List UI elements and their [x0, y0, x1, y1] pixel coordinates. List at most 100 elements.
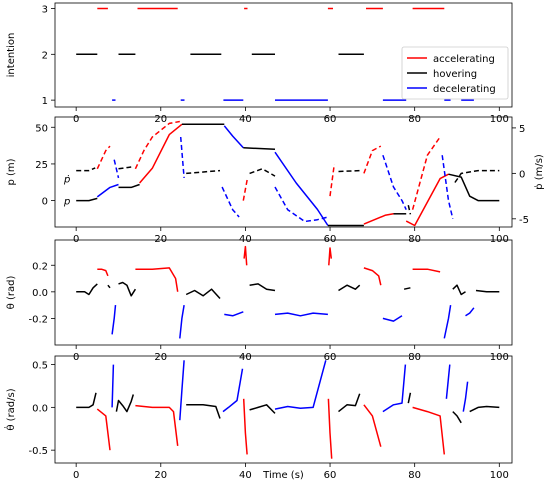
x-tick-label: 80 [408, 234, 421, 245]
series-segment-accelerating [135, 267, 179, 292]
x-axis-label: Time (s) [262, 470, 304, 481]
x-tick-label: 60 [324, 352, 337, 363]
series-segment-accelerating [96, 145, 111, 170]
y-tick-label: 25 [35, 160, 48, 171]
series-segment-accelerating [412, 268, 441, 273]
x-tick-label: 80 [408, 352, 421, 363]
series-segment-accelerating [405, 173, 449, 227]
series-segment-hovering [469, 405, 500, 413]
panel-1: 0 20 40 60 80 100 1 2 3 intention accelerating hove… [6, 2, 513, 125]
x-tick-label: 100 [490, 352, 509, 363]
x-tick-label: 60 [324, 114, 337, 125]
x-tick-label: 40 [239, 352, 252, 363]
x-tick-label: 20 [154, 114, 167, 125]
series-segment-decelerating [443, 304, 452, 339]
x-tick-label: 0 [73, 470, 79, 481]
y2-tick-label: 0 [519, 169, 525, 180]
series-segment-hovering [249, 168, 276, 177]
x-tick-label: 80 [408, 114, 421, 125]
series-segment-accelerating [135, 404, 179, 446]
x-tick-label: 100 [490, 234, 509, 245]
series-segment-accelerating [327, 398, 333, 459]
series-segment-decelerating [222, 368, 244, 413]
series-segment-decelerating [382, 315, 403, 322]
panel-4: 0 20 40 60 80 100 -0.5 0.0 0.5 θ̇ (rad/s) Time (s) [3, 355, 513, 481]
series-segment-hovering [338, 169, 360, 173]
series-segment-accelerating [412, 406, 446, 455]
series-segment-hovering [249, 283, 276, 292]
series-segment-hovering [185, 288, 221, 300]
x-tick-label: 20 [154, 352, 167, 363]
y-axis-label: θ̇ (rad/s) [3, 388, 17, 430]
y-tick-label: -0.5 [28, 446, 48, 457]
series-segment-hovering [186, 404, 221, 419]
panel-2: -5 0 5 ṗ (m/s) ṗp 0 20 40 60 80 100 0 25 50 p (m) [6, 116, 545, 245]
y2-axis-label: ṗ (m/s) [534, 154, 545, 190]
series-segment-hovering [452, 284, 466, 296]
y-tick-label: 0.0 [32, 288, 48, 299]
legend-label-decelerating: decelerating [433, 84, 496, 95]
series-segment-hovering [118, 281, 137, 297]
y2-tick-label: -5 [519, 215, 529, 226]
series-segment-hovering [407, 392, 412, 404]
series-segment-hovering [76, 392, 97, 409]
plot-frame [54, 239, 513, 346]
series-segment-decelerating [382, 154, 407, 211]
series-segment-hovering [452, 411, 462, 424]
series-segment-hovering [115, 394, 135, 413]
series-segment-hovering [186, 169, 221, 175]
series-segment-decelerating [113, 159, 120, 179]
series-segment-decelerating [111, 364, 115, 408]
series-segment-accelerating [242, 177, 249, 201]
series-segment-hovering [407, 205, 412, 215]
series-segment-decelerating [441, 155, 454, 219]
series-segment-decelerating [274, 186, 329, 223]
y-axis-label: p (m) [6, 158, 17, 185]
x-tick-label: 0 [73, 114, 79, 125]
x-tick-label: 60 [324, 234, 337, 245]
y-tick-label: 0.2 [32, 261, 48, 272]
series-segment-decelerating [274, 151, 329, 226]
y-tick-label: 50 [35, 123, 48, 134]
x-tick-label: 60 [324, 470, 337, 481]
legend-box [401, 46, 509, 100]
series-segment-hovering [76, 197, 98, 202]
annotation-pdot: ṗ [63, 175, 70, 186]
series-segment-hovering [76, 283, 98, 296]
y-tick-label: 0.0 [32, 403, 48, 414]
y-tick-label: 1 [42, 96, 48, 107]
series-segment-decelerating [179, 360, 185, 421]
series-segment-hovering [118, 183, 140, 189]
y-tick-label: 0 [42, 197, 48, 208]
series-segment-accelerating [363, 404, 382, 447]
y-axis-label: θ (rad) [6, 276, 17, 310]
series-segment-hovering [338, 393, 361, 413]
series-segment-hovering [243, 147, 276, 151]
series-segment-hovering [475, 289, 500, 293]
series-segment-decelerating [223, 125, 244, 149]
y-axis-label: intention [6, 33, 17, 78]
series-segment-accelerating [134, 120, 180, 170]
x-tick-label: 80 [408, 470, 421, 481]
series-segment-decelerating [179, 136, 185, 178]
legend-label-accelerating: accelerating [433, 54, 495, 65]
x-tick-label: 40 [239, 114, 252, 125]
x-tick-label: 20 [154, 234, 167, 245]
y2-tick-label: 5 [519, 124, 525, 135]
y-tick-label: 2 [42, 50, 48, 61]
series-segment-accelerating [329, 164, 336, 197]
series-segment-decelerating [462, 381, 469, 412]
series-segment-hovering [76, 167, 96, 172]
series-segment-accelerating [411, 136, 441, 210]
y-tick-label: -0.2 [28, 314, 48, 325]
series-segment-decelerating [96, 183, 119, 198]
plot-frame [54, 2, 513, 108]
annotation-p: p [63, 197, 70, 208]
series-segment-decelerating [465, 307, 475, 317]
series-segment-decelerating [111, 305, 117, 335]
series-segment-accelerating [139, 123, 183, 184]
x-tick-label: 0 [73, 234, 79, 245]
series-segment-hovering [403, 287, 411, 290]
series-segment-accelerating [243, 245, 248, 266]
series-segment-decelerating [382, 364, 407, 413]
